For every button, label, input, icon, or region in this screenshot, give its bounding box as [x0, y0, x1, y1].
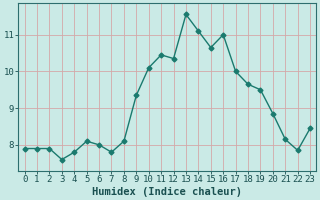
X-axis label: Humidex (Indice chaleur): Humidex (Indice chaleur) [92, 186, 242, 197]
